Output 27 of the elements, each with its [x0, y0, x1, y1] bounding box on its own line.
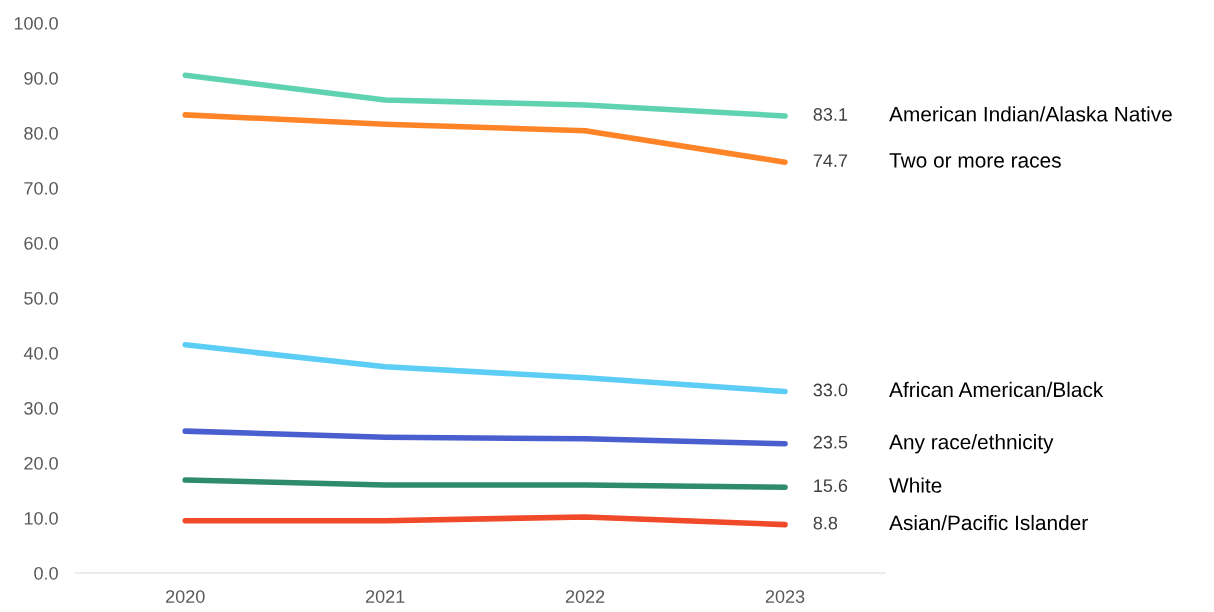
y-tick-label: 100.0	[14, 16, 58, 30]
data-label: 15.6	[814, 479, 848, 493]
data-label: 8.8	[813, 516, 838, 530]
y-tick-label: 10.0	[24, 511, 58, 525]
y-tick-label: 70.0	[24, 181, 58, 195]
text: Two or more races	[889, 153, 1061, 168]
text: Any race/ethnicity	[889, 434, 1054, 454]
y-tick-label: 40.0	[23, 346, 58, 360]
x-tick-label: 2021	[365, 590, 405, 603]
x-tick-label: 2022	[565, 590, 605, 603]
y-tick-label: 50.0	[24, 291, 58, 305]
y-tick-label: 20.0	[24, 456, 58, 470]
text: African American/Black	[889, 381, 1104, 398]
y-tick-label: 90.0	[24, 71, 58, 85]
text: White	[889, 477, 942, 493]
y-tick-label: 0.0	[34, 566, 58, 580]
data-label: 33.0	[813, 383, 848, 397]
y-tick-label: 60.0	[24, 236, 58, 250]
x-tick-label: 2020	[166, 590, 205, 603]
data-label: 83.1	[813, 108, 848, 121]
data-label: 74.7	[813, 154, 848, 167]
data-label: 23.5	[813, 435, 848, 449]
y-tick-label: 30.0	[24, 401, 58, 415]
text: American Indian/Alaska Native	[889, 106, 1172, 122]
y-tick-label: 80.0	[24, 126, 58, 140]
text: Asian/Pacific Islander	[889, 514, 1088, 531]
x-tick-label: 2023	[765, 590, 805, 603]
